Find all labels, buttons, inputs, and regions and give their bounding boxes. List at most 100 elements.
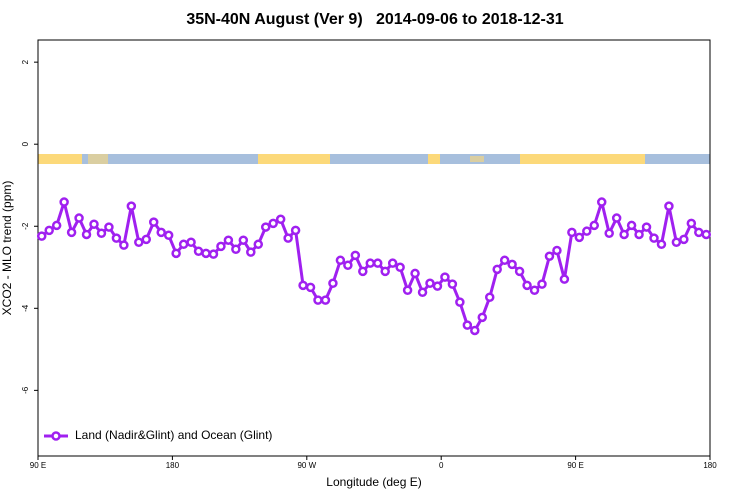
data-point <box>380 266 390 277</box>
data-point <box>335 255 346 266</box>
data-point <box>440 272 450 282</box>
data-point <box>290 225 301 236</box>
data-point <box>298 280 308 291</box>
y-tick-label: -6 <box>21 386 30 394</box>
land <box>428 154 440 164</box>
data-point <box>51 220 62 231</box>
data-point <box>104 222 114 232</box>
data-point <box>141 234 152 245</box>
data-point <box>552 245 562 256</box>
data-point <box>387 258 398 268</box>
data-point <box>514 266 525 277</box>
data-point <box>201 248 211 259</box>
x-tick-label: 180 <box>703 461 717 470</box>
data-point <box>328 278 338 289</box>
data-point <box>126 201 137 211</box>
data-point <box>119 240 129 250</box>
data-point <box>231 244 241 254</box>
data-point <box>44 225 54 236</box>
data-point <box>395 262 405 273</box>
data-point <box>74 213 84 223</box>
plot-frame <box>37 39 711 457</box>
legend-label: Land (Nadir&Glint) and Ocean (Glint) <box>75 428 272 442</box>
data-point <box>589 220 600 231</box>
data-point <box>216 241 226 252</box>
data-point <box>701 229 712 240</box>
data-point <box>574 232 585 243</box>
chart-title: 35N-40N August (Ver 9) 2014-09-06 to 201… <box>186 11 563 28</box>
data-point <box>223 235 234 245</box>
data-point <box>283 233 293 243</box>
x-tick-label: 180 <box>166 461 180 470</box>
x-tick-label: 90 W <box>297 461 316 470</box>
land <box>258 154 330 164</box>
data-point <box>484 292 495 302</box>
data-point <box>313 295 323 305</box>
data-point <box>410 268 420 279</box>
data-point <box>604 228 614 238</box>
data-point <box>447 279 458 289</box>
data-point <box>582 226 592 236</box>
y-tick-label: -4 <box>21 304 30 312</box>
x-tick-label: 90 E <box>30 461 46 470</box>
data-point <box>470 325 480 336</box>
data-point <box>365 258 376 268</box>
data-point <box>596 197 607 207</box>
data-point <box>664 201 674 211</box>
data-point <box>649 233 659 243</box>
data-point <box>402 285 413 296</box>
data-point <box>36 231 47 241</box>
land <box>38 154 82 164</box>
data-point <box>186 237 196 248</box>
data-point <box>537 279 547 289</box>
series-line <box>40 200 707 332</box>
data-point <box>238 235 249 245</box>
land-ocean-band <box>38 154 710 164</box>
data-point <box>89 219 99 229</box>
land <box>470 156 484 162</box>
data-point <box>641 222 652 232</box>
data-point <box>96 228 107 238</box>
y-tick-label: 0 <box>21 141 30 146</box>
data-point <box>358 266 368 277</box>
data-point <box>208 249 219 259</box>
data-point <box>679 234 689 245</box>
data-point <box>671 237 682 248</box>
data-point <box>619 229 629 240</box>
data-point <box>507 259 517 270</box>
data-point <box>350 250 361 261</box>
data-point <box>193 246 204 257</box>
data-point <box>253 239 264 250</box>
data-point <box>626 220 637 231</box>
data-point <box>343 260 353 270</box>
data-point <box>567 227 577 238</box>
data-point <box>246 247 256 257</box>
data-point <box>634 229 644 240</box>
data-point <box>492 264 502 275</box>
data-point <box>694 227 704 238</box>
data-point <box>559 274 570 284</box>
data-point <box>134 237 144 248</box>
y-tick-label: -2 <box>21 222 30 230</box>
data-point <box>656 239 667 250</box>
data-point <box>462 320 473 330</box>
data-point <box>432 281 443 291</box>
data-point <box>477 312 488 323</box>
data-point <box>425 278 435 289</box>
data-point <box>268 218 278 229</box>
data-point <box>499 255 510 266</box>
data-point <box>156 227 166 238</box>
data-point <box>611 213 622 223</box>
legend-marker <box>51 431 61 441</box>
data-point <box>417 287 428 298</box>
x-tick-label: 90 E <box>567 461 583 470</box>
data-point <box>148 217 159 227</box>
data-point <box>66 227 77 238</box>
land <box>88 154 108 164</box>
data-point <box>171 248 181 259</box>
data-point <box>111 233 122 243</box>
x-tick-label: 0 <box>439 461 444 470</box>
data-point <box>320 295 331 305</box>
data-point <box>522 280 532 291</box>
